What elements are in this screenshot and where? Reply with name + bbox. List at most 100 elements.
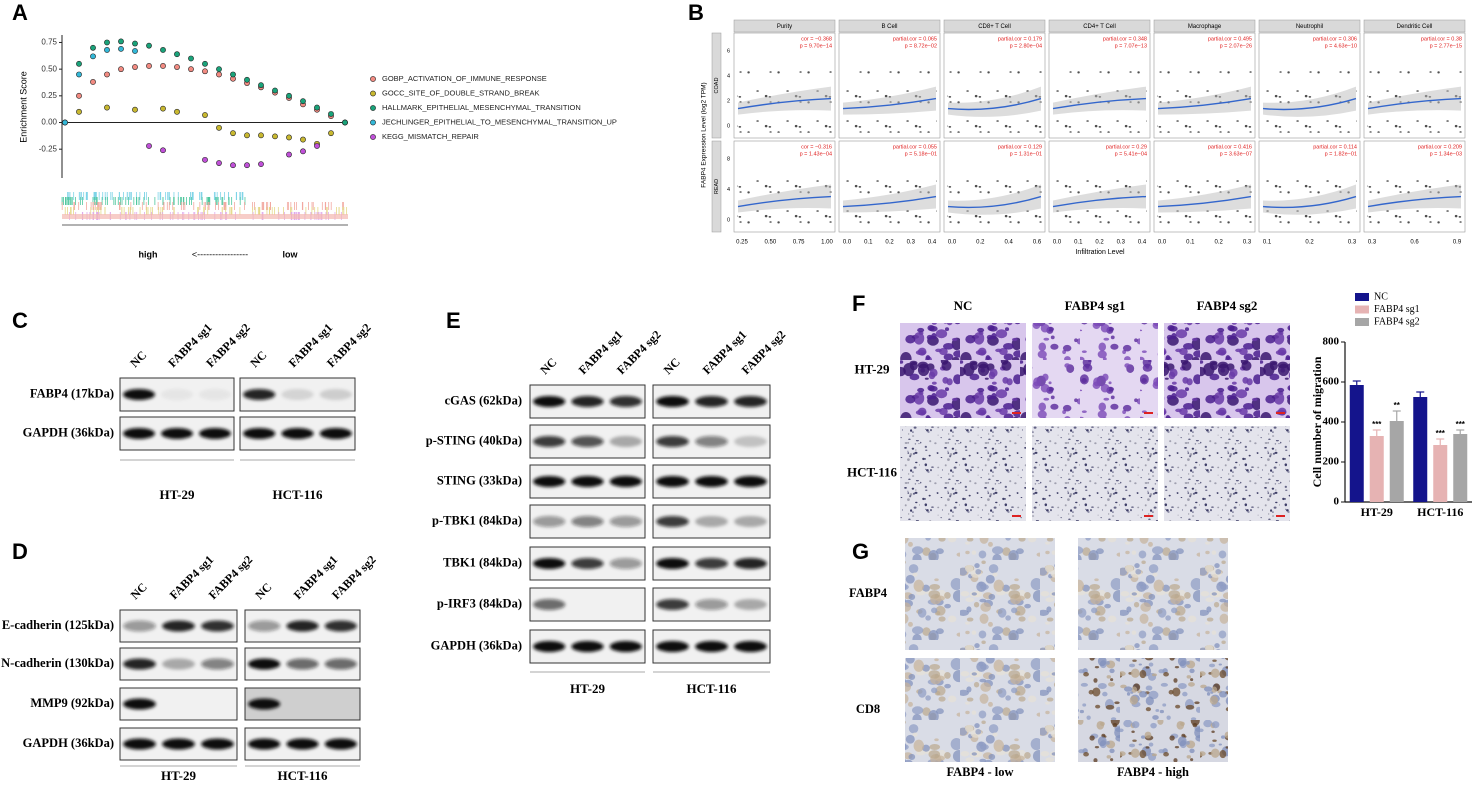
x-tick-label: 0.3	[907, 240, 916, 246]
row-label: TBK1 (84kDa)	[443, 555, 522, 569]
band	[571, 641, 604, 652]
fit-curve	[737, 97, 832, 110]
band	[248, 738, 281, 750]
strip	[711, 32, 722, 139]
band	[162, 620, 195, 632]
strip-label: CD8+ T Cell	[978, 24, 1011, 30]
band	[123, 620, 156, 632]
ihc-image	[1078, 658, 1228, 762]
band	[695, 599, 728, 610]
bar	[1389, 421, 1404, 502]
row-label: p-IRF3 (84kDa)	[437, 596, 522, 610]
column-label: FABP4 - low	[946, 765, 1013, 779]
band	[281, 389, 314, 400]
point	[216, 66, 222, 73]
band	[324, 658, 357, 670]
band	[324, 738, 357, 750]
band	[734, 396, 767, 407]
band	[571, 436, 604, 447]
point	[300, 136, 306, 143]
band	[656, 599, 689, 610]
fit-curve	[842, 97, 937, 110]
legend-label: FABP4 sg1	[1374, 304, 1420, 315]
band	[248, 698, 281, 710]
band	[533, 599, 566, 610]
x-tick-label: 0.4	[1004, 240, 1013, 246]
stat-label: partial.cor = 0.114	[1313, 144, 1357, 150]
band	[734, 476, 767, 487]
cell-label: HCT-116	[272, 487, 323, 502]
point	[118, 66, 124, 73]
legend-label: FABP4 sg2	[1374, 316, 1420, 327]
point	[132, 48, 138, 54]
legend-label: KEGG_MISMATCH_REPAIR	[382, 132, 479, 141]
stat-label: p = 9.70e−14	[800, 43, 832, 49]
band	[609, 396, 642, 407]
band	[734, 516, 767, 527]
lane-label: NC	[661, 355, 683, 377]
column-label: NC	[954, 298, 973, 313]
fit-curve	[1157, 195, 1252, 208]
strip-label: B Cell	[881, 24, 897, 30]
legend-label: NC	[1374, 291, 1388, 302]
band	[656, 436, 689, 447]
x-tick-label: 0.4	[928, 240, 937, 246]
point	[272, 87, 278, 94]
point	[328, 130, 334, 137]
legend-marker	[370, 76, 376, 82]
band	[656, 396, 689, 407]
band	[161, 389, 193, 400]
fit-curve	[947, 195, 1042, 209]
band	[734, 599, 767, 610]
band	[248, 658, 281, 670]
band	[571, 516, 604, 527]
panel-letter: E	[446, 308, 461, 333]
point	[90, 53, 96, 60]
lane-label: NC	[128, 580, 150, 602]
legend-swatch	[1355, 318, 1369, 326]
y-tick-label: 600	[1323, 376, 1340, 388]
stat-label: p = 1.31e−01	[1010, 151, 1042, 157]
stat-label: p = 1.43e−04	[800, 151, 832, 157]
strip	[943, 19, 1046, 33]
strip	[1258, 19, 1361, 33]
point	[76, 71, 82, 78]
point	[174, 108, 180, 115]
micrograph	[1164, 323, 1290, 418]
point	[244, 76, 250, 83]
point	[62, 119, 68, 126]
point	[244, 132, 250, 139]
fit-curve	[1262, 97, 1357, 111]
x-tick-label: 0.0	[1158, 240, 1167, 246]
stat-label: p = 2.07e−26	[1220, 43, 1252, 49]
strip	[733, 19, 836, 33]
band	[609, 516, 642, 527]
scale-bar	[1276, 412, 1285, 414]
ihc-image	[905, 658, 1055, 762]
band	[609, 436, 642, 447]
legend-swatch	[1355, 293, 1369, 301]
panel-letter: A	[12, 0, 28, 25]
row-label: E-cadherin (125kDa)	[2, 618, 114, 632]
fit-curve	[947, 97, 1042, 111]
stat-label: partial.cor = 0.38	[1421, 36, 1462, 42]
point	[258, 82, 264, 89]
point	[146, 143, 152, 149]
bar	[1453, 434, 1468, 502]
row-label: N-cadherin (130kDa)	[1, 656, 114, 670]
band	[571, 396, 604, 407]
point	[160, 63, 166, 69]
column-label: FABP4 sg1	[1065, 298, 1126, 313]
stat-label: p = 2.77e−15	[1430, 43, 1462, 49]
point	[118, 45, 124, 52]
fit-band	[1368, 184, 1461, 213]
y-tick-label: 400	[1323, 416, 1340, 428]
row-label: HCT-116	[847, 464, 898, 479]
x-tick-label: HCT-116	[1417, 505, 1463, 519]
band	[281, 428, 314, 439]
band	[533, 476, 566, 487]
point	[188, 55, 194, 62]
point	[104, 71, 110, 78]
